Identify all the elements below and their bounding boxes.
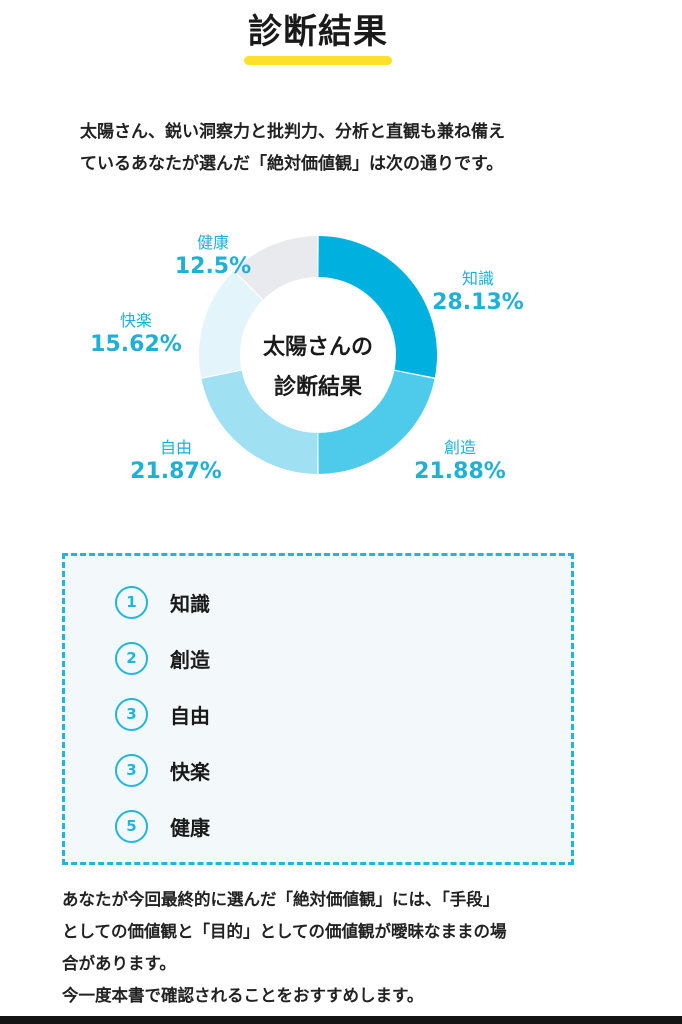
page-title: 診断結果 bbox=[248, 12, 388, 52]
rank-number-badge: 5 bbox=[115, 809, 148, 843]
rank-label: 快楽 bbox=[170, 759, 210, 784]
slice-percent-label: 15.62% bbox=[90, 332, 182, 357]
ranking-item: 3 快楽 bbox=[115, 752, 210, 788]
slice-label: 知識 bbox=[462, 269, 494, 288]
donut-slice-4 bbox=[199, 271, 263, 378]
intro-line-2: ているあなたが選んだ「絶対価値観」は次の通りです。 bbox=[80, 154, 504, 174]
outro-line-2: としての価値観と「目的」としての価値観が曖昧なままの場 bbox=[62, 922, 507, 941]
slice-label: 快楽 bbox=[120, 311, 152, 330]
slice-label: 創造 bbox=[444, 438, 476, 457]
bottom-bar bbox=[0, 1016, 682, 1024]
ranking-item: 5 健康 bbox=[115, 808, 210, 844]
chart-center-line-1: 太陽さんの bbox=[263, 335, 373, 360]
outro-line-4: 今一度本書で確認されることをおすすめします。 bbox=[62, 986, 424, 1005]
result-donut-chart: 知識28.13%創造21.88%自由21.87%快楽15.62%健康12.5% … bbox=[90, 233, 524, 484]
rank-label: 健康 bbox=[170, 815, 210, 840]
chart-center-line-2: 診断結果 bbox=[274, 374, 362, 400]
donut-slice-2 bbox=[318, 370, 435, 474]
rank-label: 創造 bbox=[170, 647, 210, 672]
outro-line-1: あなたが今回最終的に選んだ「絶対価値観」には、「手段」 bbox=[62, 890, 500, 909]
donut-slice-3 bbox=[201, 370, 318, 474]
title-underline bbox=[244, 56, 392, 65]
slice-label: 健康 bbox=[197, 233, 229, 252]
slice-label: 自由 bbox=[160, 438, 192, 457]
rank-label: 知識 bbox=[170, 591, 210, 616]
ranking-item: 2 創造 bbox=[115, 640, 210, 676]
donut-slice-1 bbox=[318, 236, 437, 378]
slice-percent-label: 28.13% bbox=[432, 290, 524, 315]
slice-percent-label: 21.88% bbox=[414, 459, 506, 484]
slice-percent-label: 12.5% bbox=[175, 254, 251, 279]
intro-text: 太陽さん、鋭い洞察力と批判力、分析と直観も兼ね備え ているあなたが選んだ「絶対価… bbox=[80, 116, 580, 180]
rank-number-badge: 3 bbox=[115, 697, 148, 731]
donut-slice-5 bbox=[234, 236, 318, 300]
ranking-box: 1 知識 2 創造 3 自由 3 快楽 5 健康 bbox=[62, 553, 574, 865]
rank-number-badge: 1 bbox=[115, 585, 148, 619]
outro-line-3: 合があります。 bbox=[62, 954, 176, 973]
rank-number-badge: 3 bbox=[115, 753, 148, 787]
rank-label: 自由 bbox=[170, 703, 210, 728]
slice-percent-label: 21.87% bbox=[130, 459, 222, 484]
outro-text: あなたが今回最終的に選んだ「絶対価値観」には、「手段」 としての価値観と「目的」… bbox=[62, 884, 602, 1012]
ranking-item: 1 知識 bbox=[115, 584, 210, 620]
ranking-item: 3 自由 bbox=[115, 696, 210, 732]
intro-line-1: 太陽さん、鋭い洞察力と批判力、分析と直観も兼ね備え bbox=[80, 122, 505, 142]
rank-number-badge: 2 bbox=[115, 641, 148, 675]
